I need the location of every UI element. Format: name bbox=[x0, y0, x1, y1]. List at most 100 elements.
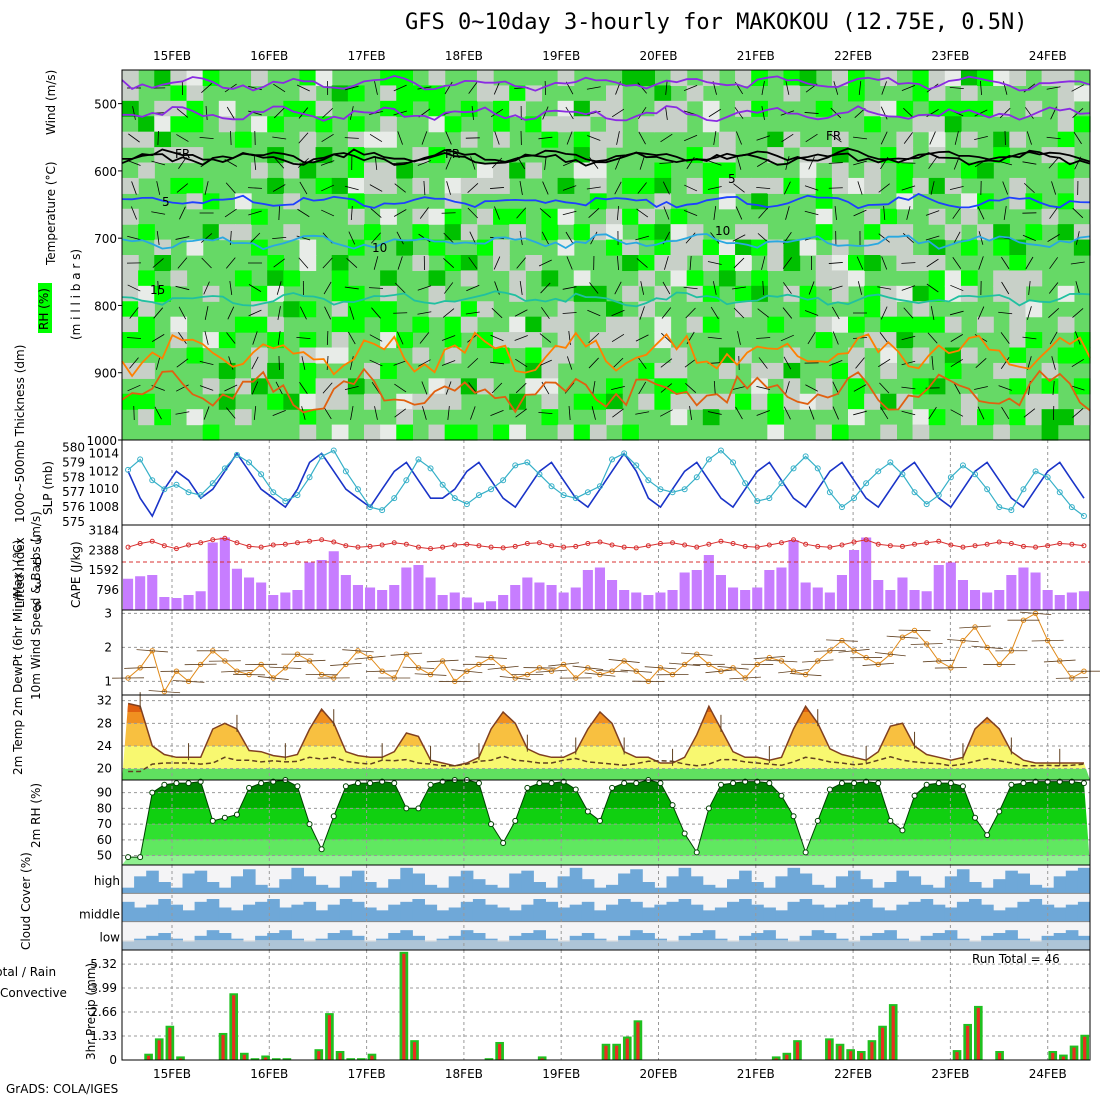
cape-bar bbox=[788, 540, 799, 610]
rh-cell bbox=[928, 270, 946, 287]
lifted-index-point bbox=[936, 538, 942, 544]
temp-axis-label: 2m Temp 2m DewPt (6hr Min/Max) (°C) bbox=[11, 540, 25, 775]
rh-cell bbox=[1057, 224, 1075, 241]
cloud-bar bbox=[642, 882, 655, 894]
cloud-bar bbox=[448, 907, 462, 922]
rh-cell bbox=[928, 116, 946, 133]
cloud-bar bbox=[606, 884, 619, 894]
wind-barb bbox=[639, 306, 645, 320]
wind-barb bbox=[1051, 356, 1056, 370]
rh-cell bbox=[606, 100, 623, 117]
rh-cell bbox=[186, 177, 204, 194]
rh-cell bbox=[154, 70, 171, 87]
rh-cell bbox=[735, 347, 752, 364]
rh-cell bbox=[138, 285, 155, 302]
wind-barb bbox=[369, 111, 383, 115]
wind-barb bbox=[783, 356, 792, 370]
cloud-bar bbox=[146, 870, 159, 894]
wind-barb-10m bbox=[136, 649, 168, 653]
wind-barb bbox=[949, 310, 964, 316]
cape-bar bbox=[703, 555, 714, 610]
rh-cell bbox=[380, 131, 397, 148]
wind-barb bbox=[350, 406, 354, 420]
rh-cell bbox=[896, 162, 914, 179]
lifted-index-point bbox=[367, 543, 373, 549]
footer-credit: GrADS: COLA/IGES bbox=[6, 1082, 119, 1096]
thickness-point bbox=[233, 451, 240, 458]
wind-barb bbox=[374, 155, 378, 171]
cape-bar bbox=[715, 575, 726, 610]
wind-barb bbox=[468, 257, 478, 269]
rh-cell bbox=[331, 255, 349, 272]
rh-cell bbox=[864, 116, 881, 133]
rh-cell bbox=[525, 316, 543, 333]
lifted-index-point bbox=[428, 546, 434, 552]
cloud-bar bbox=[146, 904, 159, 922]
wind-barb bbox=[373, 256, 379, 270]
cape-bar bbox=[377, 590, 388, 610]
rh-cell bbox=[138, 270, 155, 287]
rh-point bbox=[488, 821, 495, 828]
cape-bar bbox=[195, 591, 206, 610]
rh-cell bbox=[1073, 239, 1091, 256]
rh-point bbox=[596, 817, 603, 824]
rh-cell bbox=[509, 162, 526, 179]
cloud-bar bbox=[835, 904, 849, 922]
cloud-bar bbox=[993, 910, 1006, 922]
wind-barb bbox=[881, 81, 887, 95]
rh-cell bbox=[267, 116, 284, 133]
thickness-point bbox=[500, 477, 507, 484]
rh-cell bbox=[912, 255, 930, 272]
wind-barb bbox=[735, 406, 743, 420]
wind-barb bbox=[441, 335, 456, 341]
wind-barb bbox=[758, 357, 768, 369]
cape-bar bbox=[885, 590, 896, 610]
wind-barb bbox=[205, 105, 208, 121]
rh-point bbox=[318, 846, 325, 853]
wind-barb-10m bbox=[729, 676, 761, 680]
rh-point bbox=[342, 783, 349, 790]
wind-barb bbox=[782, 257, 792, 269]
wind-barb bbox=[1046, 86, 1061, 90]
lifted-index-point bbox=[851, 539, 857, 545]
thickness-point bbox=[645, 477, 652, 484]
cloud-axis-label: Cloud Cover (%) bbox=[19, 852, 33, 950]
wind-barb bbox=[178, 306, 187, 320]
rh-cell bbox=[347, 316, 365, 333]
thickness-point bbox=[475, 492, 482, 499]
cloud-bar bbox=[545, 887, 559, 894]
wind-barb bbox=[542, 181, 549, 195]
rh-point bbox=[802, 849, 809, 856]
rh-cell bbox=[670, 239, 688, 256]
precip-convective-bar bbox=[636, 1022, 640, 1060]
cloud-bar bbox=[848, 901, 861, 922]
wind-barb bbox=[1027, 306, 1032, 320]
cape-bar bbox=[957, 580, 968, 610]
cape-bar bbox=[546, 585, 557, 610]
wind-barb bbox=[320, 160, 335, 166]
wind-barb bbox=[515, 408, 528, 418]
cloud-bar bbox=[751, 904, 764, 922]
rh-cell bbox=[848, 409, 865, 426]
wind-barb bbox=[883, 205, 886, 221]
date-label-top: 21FEB bbox=[737, 49, 775, 63]
wind-barb bbox=[1071, 84, 1085, 92]
precip-total-bar bbox=[771, 1056, 781, 1060]
rh-cell bbox=[993, 285, 1010, 302]
cape-bar bbox=[836, 575, 847, 610]
wind-barb-10m bbox=[221, 670, 253, 673]
thickness-point bbox=[984, 486, 991, 493]
wind-barb bbox=[877, 286, 892, 290]
rh-cell bbox=[1025, 393, 1043, 410]
precip-total-bar bbox=[357, 1058, 366, 1060]
chart-title: GFS 0~10day 3-hourly for MAKOKOU (12.75E… bbox=[405, 10, 1028, 35]
lifted-index-point bbox=[379, 542, 385, 548]
wind-barb bbox=[662, 181, 670, 195]
rh-cell bbox=[1057, 316, 1075, 333]
wind-barb bbox=[1025, 256, 1034, 270]
lifted-index-point bbox=[149, 538, 155, 544]
pressure-tick-label: 1000 bbox=[86, 434, 117, 448]
wind-barb bbox=[665, 80, 668, 96]
wind-barb bbox=[783, 406, 791, 420]
rh-cell bbox=[880, 239, 897, 256]
